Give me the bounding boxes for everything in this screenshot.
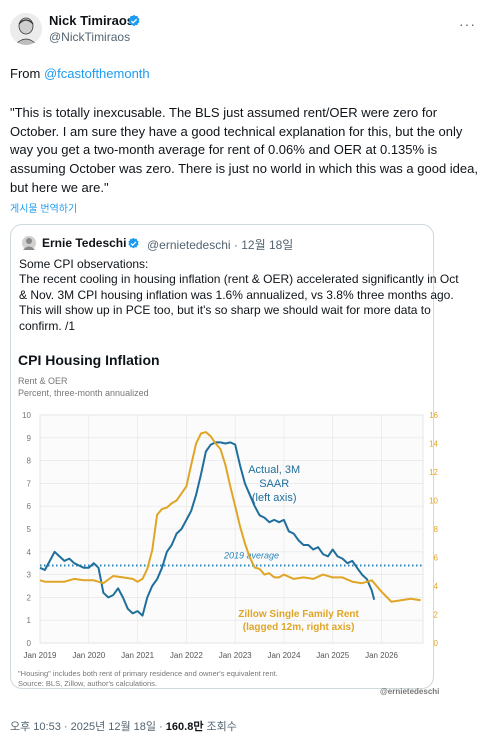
y-right-tick-label: 2 xyxy=(434,611,439,620)
series-line-actual xyxy=(39,441,376,617)
x-tick-label: Jan 2019 xyxy=(24,651,57,660)
x-tick-label: Jan 2022 xyxy=(170,651,203,660)
y-right-tick-label: 14 xyxy=(429,440,438,449)
x-tick-label: Jan 2020 xyxy=(72,651,105,660)
y-left-tick-label: 3 xyxy=(27,571,32,580)
author-avatar[interactable] xyxy=(10,13,42,45)
x-tick-label: Jan 2021 xyxy=(121,651,154,660)
y-left-tick-label: 10 xyxy=(22,411,31,420)
x-tick-label: Jan 2023 xyxy=(219,651,252,660)
more-options-icon[interactable]: ··· xyxy=(459,16,476,32)
author-name[interactable]: Nick Timiraos xyxy=(49,13,135,28)
view-count: 160.8만 xyxy=(165,721,204,733)
annotation-zillow-line: Zillow Single Family Rent xyxy=(238,609,359,620)
series-line-zillow xyxy=(39,431,421,603)
chart-footnote: "Housing" includes both rent of primary … xyxy=(18,669,278,688)
quote-tweet-card[interactable] xyxy=(10,224,434,689)
chart-ylabel: Percent, three-month annualized xyxy=(18,388,149,398)
tweet-meta: 오후 10:53 · 2025년 12월 18일 · 160.8만 조회수 xyxy=(10,718,237,734)
annotation-actual-line: SAAR xyxy=(259,478,289,490)
chart-credit: @ernietedeschi xyxy=(380,687,440,696)
annotation-zillow-line: (lagged 12m, right axis) xyxy=(243,622,355,633)
from-prefix: From xyxy=(10,66,44,81)
view-count-suffix: 조회수 xyxy=(203,721,237,733)
y-right-tick-label: 8 xyxy=(434,525,439,534)
quote-author-avatar xyxy=(22,236,36,250)
quote-author-name: Ernie Tedeschi xyxy=(42,236,127,250)
y-left-tick-label: 2 xyxy=(27,593,32,602)
y-right-tick-label: 6 xyxy=(434,554,439,563)
from-line: From @fcastofthemonth xyxy=(10,66,150,81)
tweet-timestamp[interactable]: 오후 10:53 · 2025년 12월 18일 · xyxy=(10,721,166,733)
y-left-tick-label: 1 xyxy=(27,616,32,625)
tweet-body: "This is totally inexcusable. The BLS ju… xyxy=(10,105,478,195)
y-right-tick-label: 0 xyxy=(434,639,439,648)
y-left-tick-label: 9 xyxy=(27,434,32,443)
annotation-actual-line: (left axis) xyxy=(252,492,297,504)
author-handle[interactable]: @NickTimiraos xyxy=(49,30,131,44)
y-right-tick-label: 4 xyxy=(434,582,439,591)
y-left-tick-label: 7 xyxy=(27,479,32,488)
y-right-tick-label: 10 xyxy=(429,497,438,506)
quote-author-handle: @ernietedeschi · 12월 18일 xyxy=(147,238,294,252)
x-tick-label: Jan 2024 xyxy=(267,651,300,660)
y-right-tick-label: 12 xyxy=(429,468,438,477)
y-left-tick-label: 0 xyxy=(27,639,32,648)
quote-verified-badge-icon xyxy=(128,237,139,249)
annotation-actual-line: Actual, 3M xyxy=(248,464,300,476)
y-right-tick-label: 16 xyxy=(429,411,438,420)
x-tick-label: Jan 2025 xyxy=(316,651,349,660)
y-left-tick-label: 8 xyxy=(27,457,32,466)
chart-title: CPI Housing Inflation xyxy=(18,352,160,368)
mention-link[interactable]: @fcastofthemonth xyxy=(43,66,150,81)
verified-badge-icon xyxy=(128,14,140,27)
chart-subtitle-block: Rent & OER Percent, three-month annualiz… xyxy=(18,375,149,399)
y-left-tick-label: 5 xyxy=(27,525,32,534)
x-tick-label: Jan 2026 xyxy=(365,651,398,660)
quote-text: Some CPI observations: The recent coolin… xyxy=(19,257,459,333)
reference-line-label: 2019 average xyxy=(223,550,279,560)
translate-link[interactable]: 게시물 번역하기 xyxy=(10,204,78,215)
chart-subtitle: Rent & OER xyxy=(18,376,68,386)
y-left-tick-label: 6 xyxy=(27,502,32,511)
y-left-tick-label: 4 xyxy=(27,548,32,557)
